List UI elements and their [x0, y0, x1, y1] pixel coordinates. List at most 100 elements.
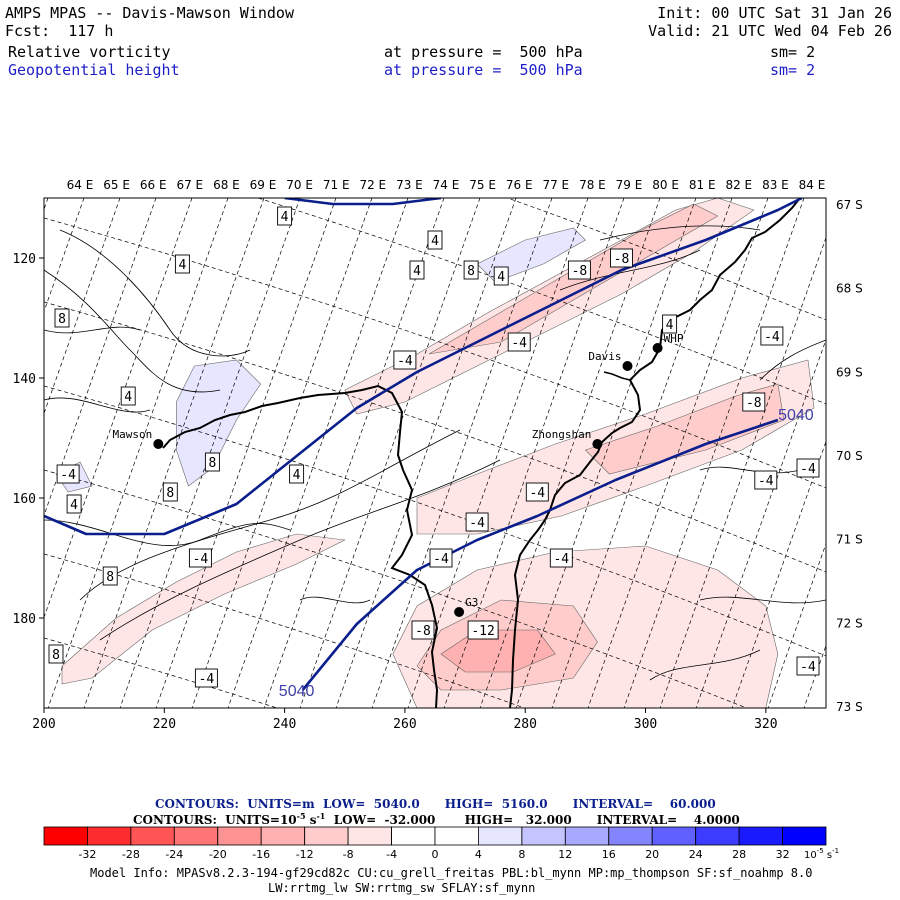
valid-time: Valid: 21 UTC Wed 04 Feb 26	[648, 22, 892, 40]
longitude-label: 66 E	[140, 178, 167, 192]
colorbar-cell	[738, 826, 783, 846]
longitude-label: 76 E	[506, 178, 533, 192]
colorbar-cell	[173, 826, 219, 846]
vorticity-contours-info: CONTOURS: UNITS=10-5 s-1 LOW= -32.000 HI…	[133, 811, 740, 827]
field1-level: at pressure = 500 hPa	[384, 43, 583, 61]
vorticity-label-box	[493, 266, 509, 286]
vorticity-patch	[584, 383, 785, 475]
vorticity-label: 8	[166, 486, 174, 501]
x-tick-label: 240	[273, 717, 296, 732]
meridian-line	[515, 198, 697, 708]
vorticity-label-box	[507, 332, 531, 352]
colorbar-cell	[217, 826, 262, 846]
vorticity-label: 8	[208, 456, 216, 471]
latitude-label: 72 S	[836, 616, 863, 630]
colorbar-tick-label: 12	[558, 848, 572, 861]
colorbar-tick-label: -4	[386, 848, 397, 861]
meridian-line	[695, 338, 826, 708]
vorticity-patch	[61, 533, 346, 685]
stations: Mawson Davis WHP Zhongshan G3	[113, 332, 684, 617]
colorbar-cell	[434, 826, 479, 846]
vorticity-label: 4	[70, 498, 78, 513]
vorticity-contour	[59, 229, 251, 357]
longitude-label: 70 E	[286, 178, 313, 192]
colorbar-cell	[130, 826, 175, 846]
colorbar-tick-label: -28	[122, 848, 140, 861]
meridian-line	[371, 198, 553, 708]
height-labels: 5040 5040	[279, 407, 814, 700]
station-label: Davis	[588, 350, 621, 363]
colorbar-cell	[608, 826, 653, 846]
vorticity-label-box	[188, 548, 212, 568]
vorticity-label: -4	[193, 552, 209, 567]
vorticity-label: -8	[415, 624, 431, 639]
height-contour-line	[44, 198, 803, 536]
meridian-line	[44, 198, 49, 211]
meridian-line	[551, 198, 733, 708]
vorticity-contour	[44, 397, 151, 413]
meridian-line	[407, 198, 589, 708]
vorticity-label: -4	[764, 330, 780, 345]
longitude-label: 83 E	[762, 178, 789, 192]
colorbar-tick-label: 28	[732, 848, 746, 861]
vorticity-contour	[699, 466, 801, 474]
vorticity-label-box	[467, 620, 499, 640]
colorbar-tick-label: 8	[518, 848, 525, 861]
meridian-line	[731, 440, 826, 708]
contours-info-units-s: s	[305, 813, 317, 827]
longitude-label: 73 E	[396, 178, 423, 192]
colorbar-tick-label: 4	[475, 848, 482, 861]
colorbar-unit: 10-5 s-1	[804, 847, 839, 861]
vorticity-label: -4	[60, 468, 76, 483]
station-label: Zhongshan	[532, 428, 592, 441]
vorticity-label-box	[465, 512, 489, 532]
y-tick-label: 160	[13, 492, 36, 507]
colorbar: -32 -28 -24 -20 -16 -12 -8 -4 0 4 8 12 16 20 24 28 32 10-…	[43, 826, 839, 861]
colorbar-cell	[391, 826, 436, 846]
vorticity-label-box	[289, 464, 305, 484]
colorbar-tick-label: 0	[432, 848, 439, 861]
longitude-label: 79 E	[616, 178, 643, 192]
vorticity-label: 4	[281, 210, 289, 225]
y-axis-ticks: 120 140 160 180	[13, 252, 44, 627]
meridian-line	[335, 198, 517, 708]
vorticity-label-box	[429, 548, 453, 568]
meridian-line	[155, 198, 337, 708]
colorbar-tick-label: 20	[645, 848, 659, 861]
parallel-line	[44, 385, 826, 657]
vorticity-label: 8	[467, 264, 475, 279]
contours-info-range: LOW= -32.000 HIGH= 32.000 INTERVAL= 4.00…	[325, 813, 740, 827]
vorticity-label-box	[174, 254, 190, 274]
vorticity-label-box	[48, 644, 64, 664]
vorticity-label-box	[194, 668, 218, 688]
colorbar-tick-label: -12	[296, 848, 314, 861]
y-tick-label: 120	[13, 252, 36, 267]
colorbar-cell	[87, 826, 132, 846]
longitude-label: 74 E	[433, 178, 460, 192]
vorticity-label-box	[760, 326, 784, 346]
vorticity-label: 4	[413, 264, 421, 279]
colorbar-unit-base: 10	[804, 850, 817, 861]
vorticity-label-box	[162, 482, 178, 502]
vorticity-label: -4	[800, 660, 816, 675]
longitude-label: 81 E	[689, 178, 716, 192]
meridian-line	[299, 198, 481, 708]
vorticity-label: 8	[58, 312, 66, 327]
vorticity-label-box	[204, 452, 220, 472]
vorticity-label-box	[662, 314, 678, 334]
meridian-line	[0, 198, 12, 708]
colorbar-tick-label: 32	[776, 848, 790, 861]
contours-info-units: CONTOURS: UNITS=10	[133, 813, 297, 827]
vorticity-label: -4	[511, 336, 527, 351]
meridian-line	[479, 198, 661, 708]
longitude-label: 82 E	[725, 178, 752, 192]
vorticity-label: -4	[758, 474, 774, 489]
longitude-label: 78 E	[579, 178, 606, 192]
station-dot	[153, 439, 164, 449]
longitude-label: 69 E	[250, 178, 277, 192]
colorbar-cell	[651, 826, 697, 846]
vorticity-contour	[299, 596, 371, 604]
vorticity-label: 4	[666, 318, 674, 333]
colorbar-tick-label: 16	[602, 848, 616, 861]
meridian-line	[659, 236, 826, 708]
